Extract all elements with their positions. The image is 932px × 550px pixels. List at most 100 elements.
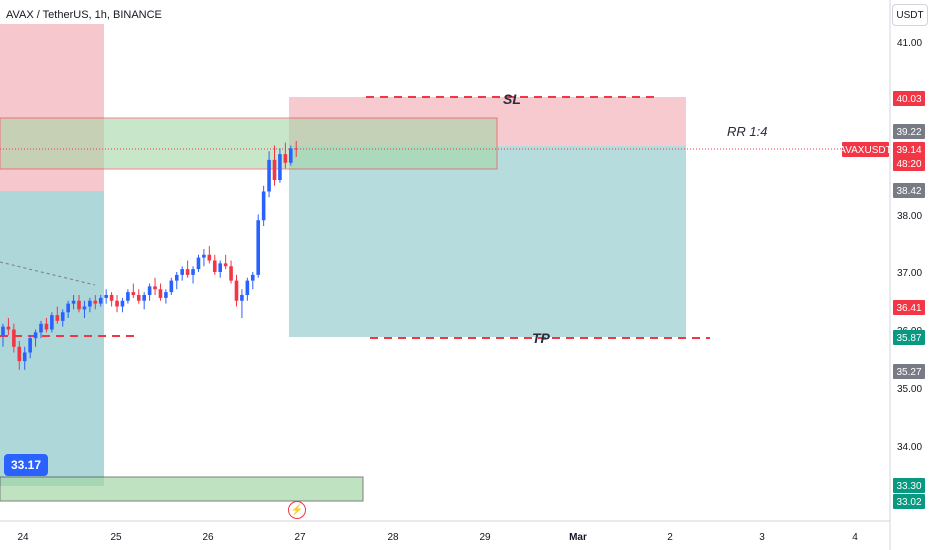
candle-body bbox=[131, 292, 136, 295]
price-label: 39.22 bbox=[896, 127, 921, 138]
candle-body bbox=[250, 274, 255, 281]
x-tick-label: 3 bbox=[759, 532, 765, 543]
candle-body bbox=[33, 332, 38, 339]
candle-body bbox=[142, 295, 146, 301]
candle-body bbox=[288, 148, 293, 163]
y-tick-label: 41.00 bbox=[897, 38, 922, 49]
candle-body bbox=[1, 326, 5, 336]
price-label: 36.41 bbox=[896, 303, 921, 314]
candle-body bbox=[98, 297, 103, 304]
x-tick-label: 25 bbox=[110, 532, 122, 543]
supply-zone bbox=[0, 117, 498, 170]
price-label: 33.30 bbox=[896, 481, 921, 492]
price-label: 39.14 bbox=[896, 145, 921, 156]
x-tick-label: 4 bbox=[852, 532, 858, 543]
candle-body bbox=[256, 220, 261, 275]
price-label-bg bbox=[893, 91, 925, 106]
candle-body bbox=[196, 257, 201, 270]
demand-zone bbox=[0, 476, 364, 502]
candle-body bbox=[207, 254, 212, 261]
candle-body bbox=[136, 295, 141, 301]
price-label-bg bbox=[893, 364, 925, 379]
sl-label: SL bbox=[503, 91, 521, 107]
candle-body bbox=[174, 274, 179, 281]
candle-body bbox=[109, 295, 114, 301]
candle-body bbox=[169, 280, 174, 293]
candle-body bbox=[158, 289, 163, 298]
x-tick-label: Mar bbox=[569, 532, 587, 543]
price-label: 48:20 bbox=[896, 159, 921, 170]
candle-body bbox=[185, 269, 190, 275]
candle-body bbox=[50, 315, 54, 330]
candle-body bbox=[93, 300, 98, 304]
candle-body bbox=[39, 323, 43, 333]
candle-body bbox=[22, 352, 27, 362]
candle-body bbox=[6, 326, 11, 330]
rr-label: RR 1:4 bbox=[727, 124, 768, 139]
candle-body bbox=[147, 286, 152, 295]
price-label-bg bbox=[893, 300, 925, 315]
price-label-bg bbox=[842, 142, 889, 157]
price-label: 35.87 bbox=[896, 333, 921, 344]
candle-body bbox=[44, 323, 49, 330]
candle-body bbox=[223, 263, 228, 267]
lightning-icon[interactable]: ⚡ bbox=[288, 501, 306, 519]
candle-body bbox=[77, 300, 81, 310]
candle-body bbox=[120, 300, 125, 307]
candle-body bbox=[229, 266, 233, 281]
candle-body bbox=[60, 312, 65, 321]
chart-title: AVAX / TetherUS, 1h, BINANCE bbox=[6, 9, 162, 21]
x-tick-label: 26 bbox=[202, 532, 214, 543]
y-tick-label: 37.00 bbox=[897, 268, 922, 279]
price-label-bg bbox=[893, 156, 925, 171]
x-tick-label: 2 bbox=[667, 532, 673, 543]
price-label: AVAXUSDT bbox=[839, 145, 891, 156]
candle-body bbox=[55, 315, 60, 321]
candle-body bbox=[82, 306, 87, 310]
trend-line bbox=[0, 261, 96, 286]
price-bubble: 33.17 bbox=[4, 454, 48, 476]
candle-body bbox=[218, 263, 222, 272]
price-label: 38.42 bbox=[896, 186, 921, 197]
candle-body bbox=[66, 303, 70, 313]
price-label: 33.02 bbox=[896, 497, 921, 508]
x-tick-label: 28 bbox=[387, 532, 399, 543]
price-label: 40.03 bbox=[896, 94, 921, 105]
y-tick-label: 38.00 bbox=[897, 211, 922, 222]
price-label: 35.27 bbox=[896, 367, 921, 378]
candle-body bbox=[88, 300, 92, 307]
y-tick-label: 34.00 bbox=[897, 442, 922, 453]
price-label-bg bbox=[893, 183, 925, 198]
candle-body bbox=[191, 269, 195, 275]
x-tick-label: 27 bbox=[294, 532, 306, 543]
candle-body bbox=[115, 300, 119, 307]
candle-body bbox=[71, 300, 76, 304]
candle-body bbox=[245, 280, 250, 295]
candle-body bbox=[272, 159, 277, 180]
price-label-bg bbox=[893, 142, 925, 157]
candle-body bbox=[126, 292, 130, 301]
candle-body bbox=[180, 269, 184, 275]
candle-body bbox=[17, 346, 22, 362]
candle-body bbox=[283, 154, 288, 163]
tp-label: TP bbox=[532, 330, 550, 346]
candle-body bbox=[104, 295, 108, 298]
x-tick-label: 29 bbox=[479, 532, 491, 543]
price-label-bg bbox=[893, 478, 925, 493]
candle-body bbox=[278, 154, 282, 180]
price-label-bg bbox=[893, 330, 925, 345]
price-label-bg bbox=[893, 494, 925, 509]
candle-body bbox=[240, 295, 244, 301]
candle-body bbox=[164, 292, 168, 298]
y-tick-label: 35.00 bbox=[897, 384, 922, 395]
candle-body bbox=[202, 254, 206, 258]
candle-body bbox=[267, 159, 271, 192]
currency-unit-button[interactable]: USDT bbox=[892, 4, 928, 26]
price-label-bg bbox=[893, 124, 925, 139]
candle-body bbox=[153, 286, 157, 290]
candle-body bbox=[294, 148, 299, 150]
tp-zone bbox=[289, 146, 686, 337]
candle-body bbox=[28, 338, 32, 353]
